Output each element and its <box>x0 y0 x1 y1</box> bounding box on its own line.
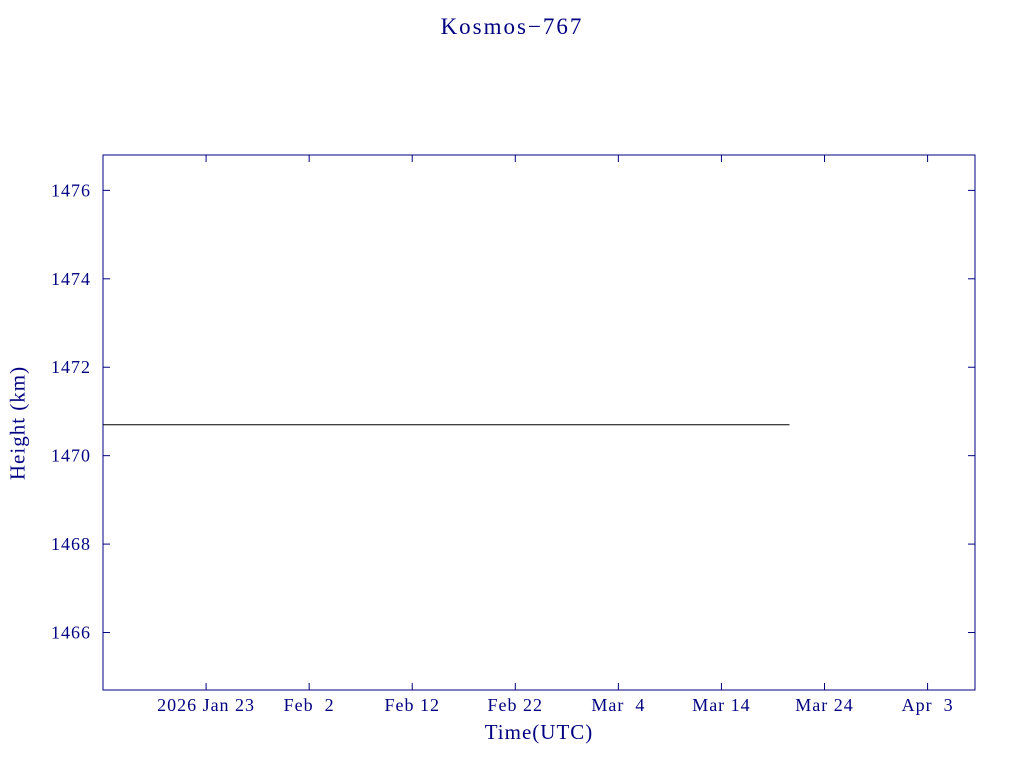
y-tick-label: 1470 <box>51 446 91 466</box>
x-tick-label: Mar 14 <box>692 695 751 715</box>
y-tick-label: 1472 <box>51 357 91 377</box>
x-tick-label: Feb 12 <box>384 695 440 715</box>
x-tick-label: Mar 24 <box>795 695 854 715</box>
x-tick-label: Feb 2 <box>284 695 335 715</box>
y-tick-label: 1474 <box>51 269 91 289</box>
x-tick-label: 2026 Jan 23 <box>157 695 255 715</box>
y-tick-label: 1466 <box>51 623 91 643</box>
x-tick-label: Feb 22 <box>488 695 544 715</box>
y-tick-label: 1468 <box>51 534 91 554</box>
plot-frame <box>102 154 976 691</box>
x-axis-label: Time(UTC) <box>484 720 594 744</box>
y-tick-label: 1476 <box>51 180 91 200</box>
x-tick-label: Mar 4 <box>591 695 645 715</box>
chart-title: Kosmos−767 <box>440 14 584 39</box>
x-tick-label: Apr 3 <box>902 695 954 715</box>
